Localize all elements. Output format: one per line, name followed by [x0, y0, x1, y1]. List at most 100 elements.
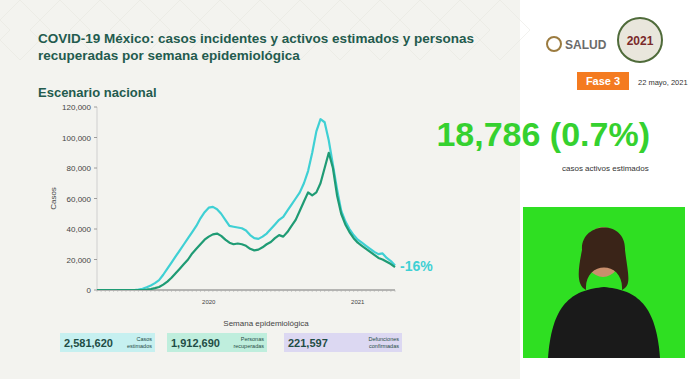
x-tick — [374, 290, 375, 292]
x-tick — [341, 290, 342, 292]
x-tick — [241, 290, 242, 292]
logo: SALUD — [547, 37, 607, 52]
x-tick — [130, 290, 131, 292]
x-tick — [274, 290, 275, 292]
x-tick — [171, 290, 172, 292]
x-tick — [212, 290, 213, 292]
x-tick — [386, 290, 387, 292]
interpreter — [523, 207, 685, 358]
x-tick — [121, 290, 122, 292]
x-tick — [328, 290, 329, 292]
x-tick — [353, 290, 354, 292]
x-tick — [237, 290, 238, 292]
x-tick — [97, 290, 98, 292]
x-tick — [337, 290, 338, 292]
y-tick-label: 20,000 — [67, 256, 92, 265]
x-tick — [332, 290, 333, 292]
x-tick — [134, 290, 135, 292]
summary-label: Casosestimados — [127, 336, 152, 349]
summary-box — [60, 333, 155, 352]
x-tick — [179, 290, 180, 292]
x-tick — [217, 290, 218, 292]
x-axis-label: Semana epidemiológica — [223, 319, 309, 328]
x-tick — [229, 290, 230, 292]
x-tick — [163, 290, 164, 292]
x-tick — [250, 290, 251, 292]
phase-text: Fase 3 — [586, 75, 620, 87]
x-tick — [105, 290, 106, 292]
summary-box — [167, 333, 267, 352]
x-tick — [192, 290, 193, 292]
pattern-shape — [430, 0, 490, 60]
pattern-shape — [310, 0, 370, 60]
x-tick — [183, 290, 184, 292]
left-panel — [0, 0, 520, 379]
pattern-shape — [470, 0, 530, 60]
x-tick — [361, 290, 362, 292]
phase-badge — [577, 72, 629, 90]
x-tick — [109, 290, 110, 292]
x-tick — [349, 290, 350, 292]
x-tick — [159, 290, 160, 292]
y-tick — [94, 290, 97, 291]
summary-label-line: Casos — [136, 336, 152, 342]
interpreter-background — [523, 207, 685, 358]
logo-emblem — [547, 37, 561, 51]
x-tick — [188, 290, 189, 292]
y-tick — [94, 137, 97, 138]
summary-label-line: Personas — [241, 336, 264, 342]
subtitle: Escenario nacional — [38, 85, 157, 100]
x-tick — [324, 290, 325, 292]
summary-box — [284, 333, 402, 352]
page: {"chart_data": { "type": "line", "title"… — [0, 0, 700, 379]
x-tick — [125, 290, 126, 292]
x-tick — [204, 290, 205, 292]
x-tick — [283, 290, 284, 292]
x-tick — [320, 290, 321, 292]
annotation: -16% — [400, 258, 433, 274]
y-tick — [94, 198, 97, 199]
highlight-value: 18,786 (0.7%) — [436, 115, 650, 153]
date: 22 mayo, 2021 — [638, 78, 688, 87]
summary-label-line: Defunciones — [368, 336, 399, 342]
x-tick — [395, 290, 396, 292]
summary-label-line: confirmadas — [369, 343, 399, 349]
summary-label-line: estimados — [127, 343, 152, 349]
x-tick — [382, 290, 383, 292]
x-tick — [270, 290, 271, 292]
y-tick-label: 100,000 — [62, 134, 91, 143]
x-tick — [113, 290, 114, 292]
summary-label: Personasrecuperadas — [233, 336, 264, 349]
interpreter-body — [548, 287, 660, 358]
y-tick — [94, 229, 97, 230]
x-tick — [142, 290, 143, 292]
interpreter-hair — [579, 227, 629, 290]
series-line — [97, 153, 395, 290]
y-tick-label: 80,000 — [67, 164, 92, 173]
plot-lines — [97, 119, 395, 290]
pattern-shape — [390, 0, 450, 60]
y-tick — [94, 168, 97, 169]
x-tick — [101, 290, 102, 292]
y-axis-label: Casos — [49, 187, 58, 210]
x-tick — [370, 290, 371, 292]
title: COVID-19 México: casos incidentes y acti… — [38, 30, 518, 64]
x-tick — [316, 290, 317, 292]
x-tick — [303, 290, 304, 292]
x-tick — [167, 290, 168, 292]
emblem-text: 2021 — [627, 34, 654, 48]
logo-text: SALUD — [565, 38, 607, 52]
x-tick — [221, 290, 222, 292]
x-tick — [254, 290, 255, 292]
x-tick-label: 2020 — [202, 299, 216, 305]
x-tick — [345, 290, 346, 292]
series-line — [97, 119, 395, 290]
summary-label: Defuncionesconfirmadas — [368, 336, 399, 349]
x-tick — [146, 290, 147, 292]
background — [0, 0, 700, 379]
x-tick — [378, 290, 379, 292]
x-tick — [196, 290, 197, 292]
y-tick — [94, 259, 97, 260]
y-tick-label: 120,000 — [62, 103, 91, 112]
emblem-circle — [618, 18, 662, 62]
